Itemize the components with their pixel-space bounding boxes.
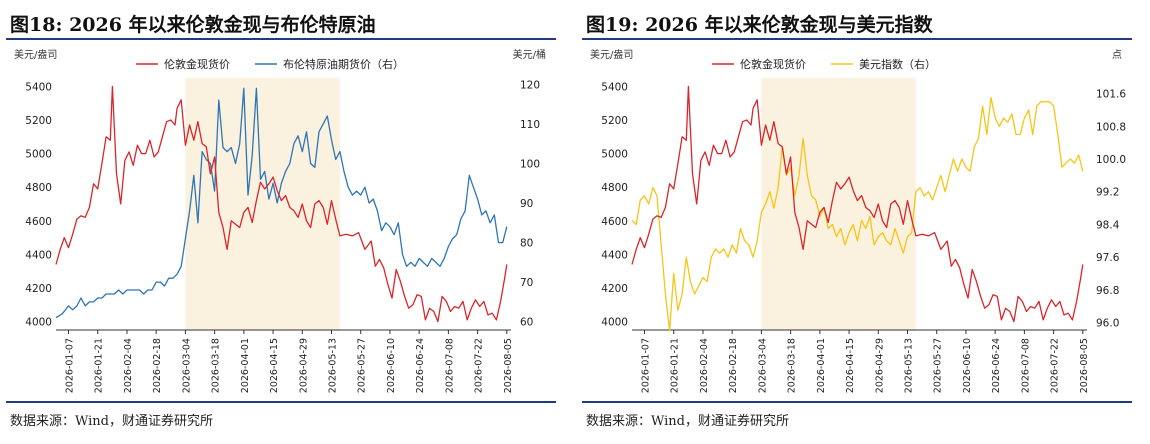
chart-panel-gold-dxy: 图19: 2026 年以来伦敦金现与美元指数 美元/盎司 点伦敦金现货价 美元指数（…: [582, 0, 1132, 444]
title-underline: [582, 38, 1132, 40]
source-note: 数据来源：Wind，财通证券研究所: [586, 414, 789, 429]
x-tick-label: 2026-03-18: [787, 338, 798, 393]
legend-label: 伦敦金现货价: [164, 57, 230, 71]
right-tick-label: 96.0: [1096, 318, 1119, 330]
left-tick-label: 4400: [601, 249, 628, 261]
right-axis-unit: 点: [1112, 49, 1122, 61]
left-tick-label: 4800: [601, 182, 628, 194]
x-tick-label: 2026-04-15: [845, 338, 856, 393]
x-tick-label: 2026-02-18: [152, 338, 163, 393]
x-tick-label: 2026-03-04: [757, 338, 768, 393]
x-tick-label: 2026-07-22: [1050, 338, 1061, 393]
series-line: [631, 85, 1084, 323]
right-tick-label: 60: [520, 317, 533, 329]
left-tick-label: 5000: [601, 149, 628, 161]
x-tick-label: 2026-01-07: [641, 338, 652, 393]
x-tick-label: 2026-06-24: [415, 338, 426, 393]
x-tick-label: 2026-04-01: [816, 338, 827, 393]
right-tick-label: 101.6: [1096, 89, 1126, 101]
x-tick-label: 2026-06-10: [386, 338, 397, 393]
x-tick-label: 2026-05-27: [933, 338, 944, 393]
right-tick-label: 80: [520, 238, 533, 250]
series-line: [631, 96, 1084, 332]
legend-label: 布伦特原油期货价（右）: [283, 57, 404, 71]
x-tick-label: 2026-04-01: [240, 338, 251, 393]
right-tick-label: 100.8: [1096, 121, 1126, 133]
right-tick-label: 97.6: [1096, 252, 1120, 264]
right-tick-label: 99.2: [1096, 187, 1119, 199]
left-tick-label: 4200: [601, 283, 628, 295]
x-tick-label: 2026-05-13: [904, 338, 915, 393]
source-divider: [582, 401, 1132, 403]
chart-panel-gold-brent: 图18: 2026 年以来伦敦金现与布伦特原油 美元/盎司 美元/桶伦敦金现货价 布…: [6, 0, 556, 444]
right-tick-label: 110: [520, 119, 540, 131]
chart-title: 图19: 2026 年以来伦敦金现与美元指数: [586, 14, 933, 36]
left-tick-label: 5200: [601, 115, 628, 127]
legend-label: 伦敦金现货价: [740, 57, 806, 71]
series-line: [55, 85, 508, 323]
left-tick-label: 4200: [25, 283, 52, 295]
x-tick-label: 2026-02-04: [123, 338, 134, 393]
x-tick-label: 2026-08-05: [503, 338, 514, 393]
chart-title: 图18: 2026 年以来伦敦金现与布伦特原油: [10, 14, 376, 36]
x-tick-label: 2026-05-13: [328, 338, 339, 393]
left-tick-label: 4600: [25, 216, 52, 228]
left-tick-label: 4000: [25, 317, 52, 329]
left-tick-label: 5400: [25, 81, 52, 93]
x-tick-label: 2026-02-04: [699, 338, 710, 393]
right-tick-label: 90: [520, 198, 533, 210]
source-divider: [6, 401, 556, 403]
left-tick-label: 4400: [25, 249, 52, 261]
right-tick-label: 98.4: [1096, 219, 1120, 231]
left-tick-label: 4600: [601, 216, 628, 228]
x-tick-label: 2026-06-10: [962, 338, 973, 393]
x-tick-label: 2026-07-08: [444, 338, 455, 393]
left-tick-label: 4000: [601, 317, 628, 329]
x-tick-label: 2026-07-22: [474, 338, 485, 393]
right-tick-label: 96.8: [1096, 285, 1119, 297]
left-axis-unit: 美元/盎司: [590, 48, 633, 61]
x-tick-label: 2026-01-21: [670, 338, 681, 393]
left-tick-label: 5200: [25, 115, 52, 127]
legend-label: 美元指数（右）: [859, 57, 936, 71]
left-tick-label: 5000: [25, 149, 52, 161]
right-axis-unit: 美元/桶: [513, 48, 546, 61]
source-note: 数据来源：Wind，财通证券研究所: [10, 414, 213, 429]
right-tick-label: 120: [520, 79, 540, 91]
right-tick-label: 100.0: [1096, 154, 1126, 166]
x-tick-label: 2026-03-04: [181, 338, 192, 393]
left-tick-label: 5400: [601, 81, 628, 93]
left-tick-label: 4800: [25, 182, 52, 194]
x-tick-label: 2026-04-29: [298, 338, 309, 393]
x-tick-label: 2026-04-15: [269, 338, 280, 393]
x-tick-label: 2026-08-05: [1079, 338, 1090, 393]
highlight-band: [185, 78, 340, 330]
right-tick-label: 100: [520, 158, 540, 170]
x-tick-label: 2026-04-29: [874, 338, 885, 393]
title-underline: [6, 38, 556, 40]
x-tick-label: 2026-02-18: [728, 338, 739, 393]
x-tick-label: 2026-05-27: [357, 338, 368, 393]
x-tick-label: 2026-01-21: [94, 338, 105, 393]
series-line: [55, 87, 508, 319]
highlight-band: [761, 78, 916, 330]
right-tick-label: 70: [520, 277, 533, 289]
left-axis-unit: 美元/盎司: [14, 48, 57, 61]
x-tick-label: 2026-03-18: [211, 338, 222, 393]
x-tick-label: 2026-01-07: [65, 338, 76, 393]
x-tick-label: 2026-06-24: [991, 338, 1002, 393]
x-tick-label: 2026-07-08: [1020, 338, 1031, 393]
